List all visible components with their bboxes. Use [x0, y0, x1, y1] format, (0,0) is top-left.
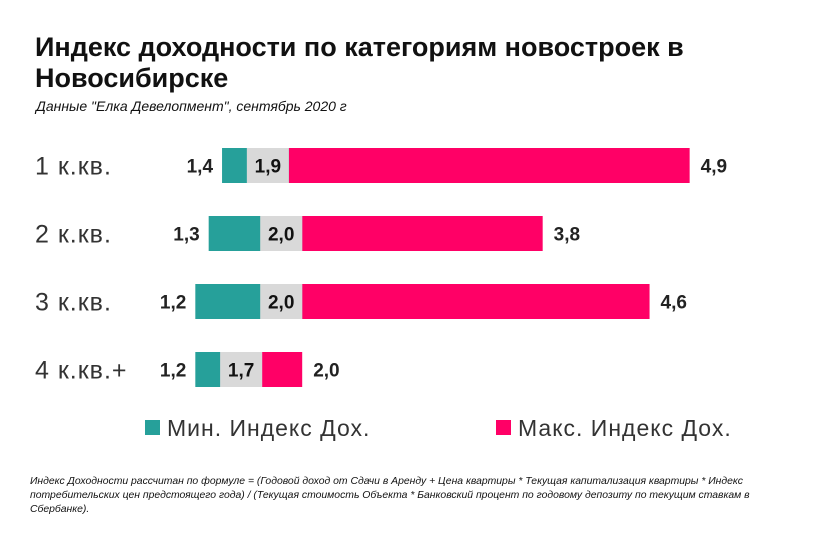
bar-max-segment [262, 352, 303, 387]
legend-max-label: Макс. Индекс Дох. [518, 415, 732, 441]
bar-middle-box [220, 352, 263, 387]
bar-middle-box [260, 284, 303, 319]
bar-max-segment [302, 284, 650, 319]
middle-value-label: 1,9 [255, 157, 281, 178]
bar-middle-box [246, 148, 289, 183]
middle-value-label: 1,7 [228, 361, 254, 382]
bar-middle-box [260, 216, 303, 251]
middle-value-label: 2,0 [268, 225, 294, 246]
min-value-label: 1,4 [187, 157, 214, 178]
max-value-label: 3,8 [554, 225, 580, 246]
legend-min-label: Мин. Индекс Дох. [167, 415, 370, 441]
legend-max-swatch [496, 420, 511, 435]
formula-footnote: Индекс Доходности рассчитан по формуле =… [30, 476, 750, 515]
max-value-label: 4,6 [661, 293, 687, 314]
min-value-label: 1,2 [160, 293, 186, 314]
category-label: 4 к.кв.+ [35, 357, 128, 385]
chart-subtitle: Данные "Елка Девелопмент", сентябрь 2020… [36, 98, 347, 114]
bar-max-segment [288, 148, 690, 183]
category-label: 3 к.кв. [35, 289, 112, 317]
max-value-label: 4,9 [701, 157, 727, 178]
min-value-label: 1,3 [173, 225, 199, 246]
legend-min-swatch [145, 420, 160, 435]
middle-value-label: 2,0 [268, 293, 294, 314]
category-label: 2 к.кв. [35, 221, 112, 249]
chart-title: Индекс доходности по категориям новостро… [35, 32, 684, 93]
max-value-label: 2,0 [313, 361, 339, 382]
range-bar-chart: 1 к.кв. 1,4 1,9 4,9 2 к.кв. 1,3 2,0 3,8 3 к.кв. 1… [35, 148, 732, 441]
min-value-label: 1,2 [160, 361, 186, 382]
bar-max-segment [302, 216, 543, 251]
category-label: 1 к.кв. [35, 153, 112, 181]
